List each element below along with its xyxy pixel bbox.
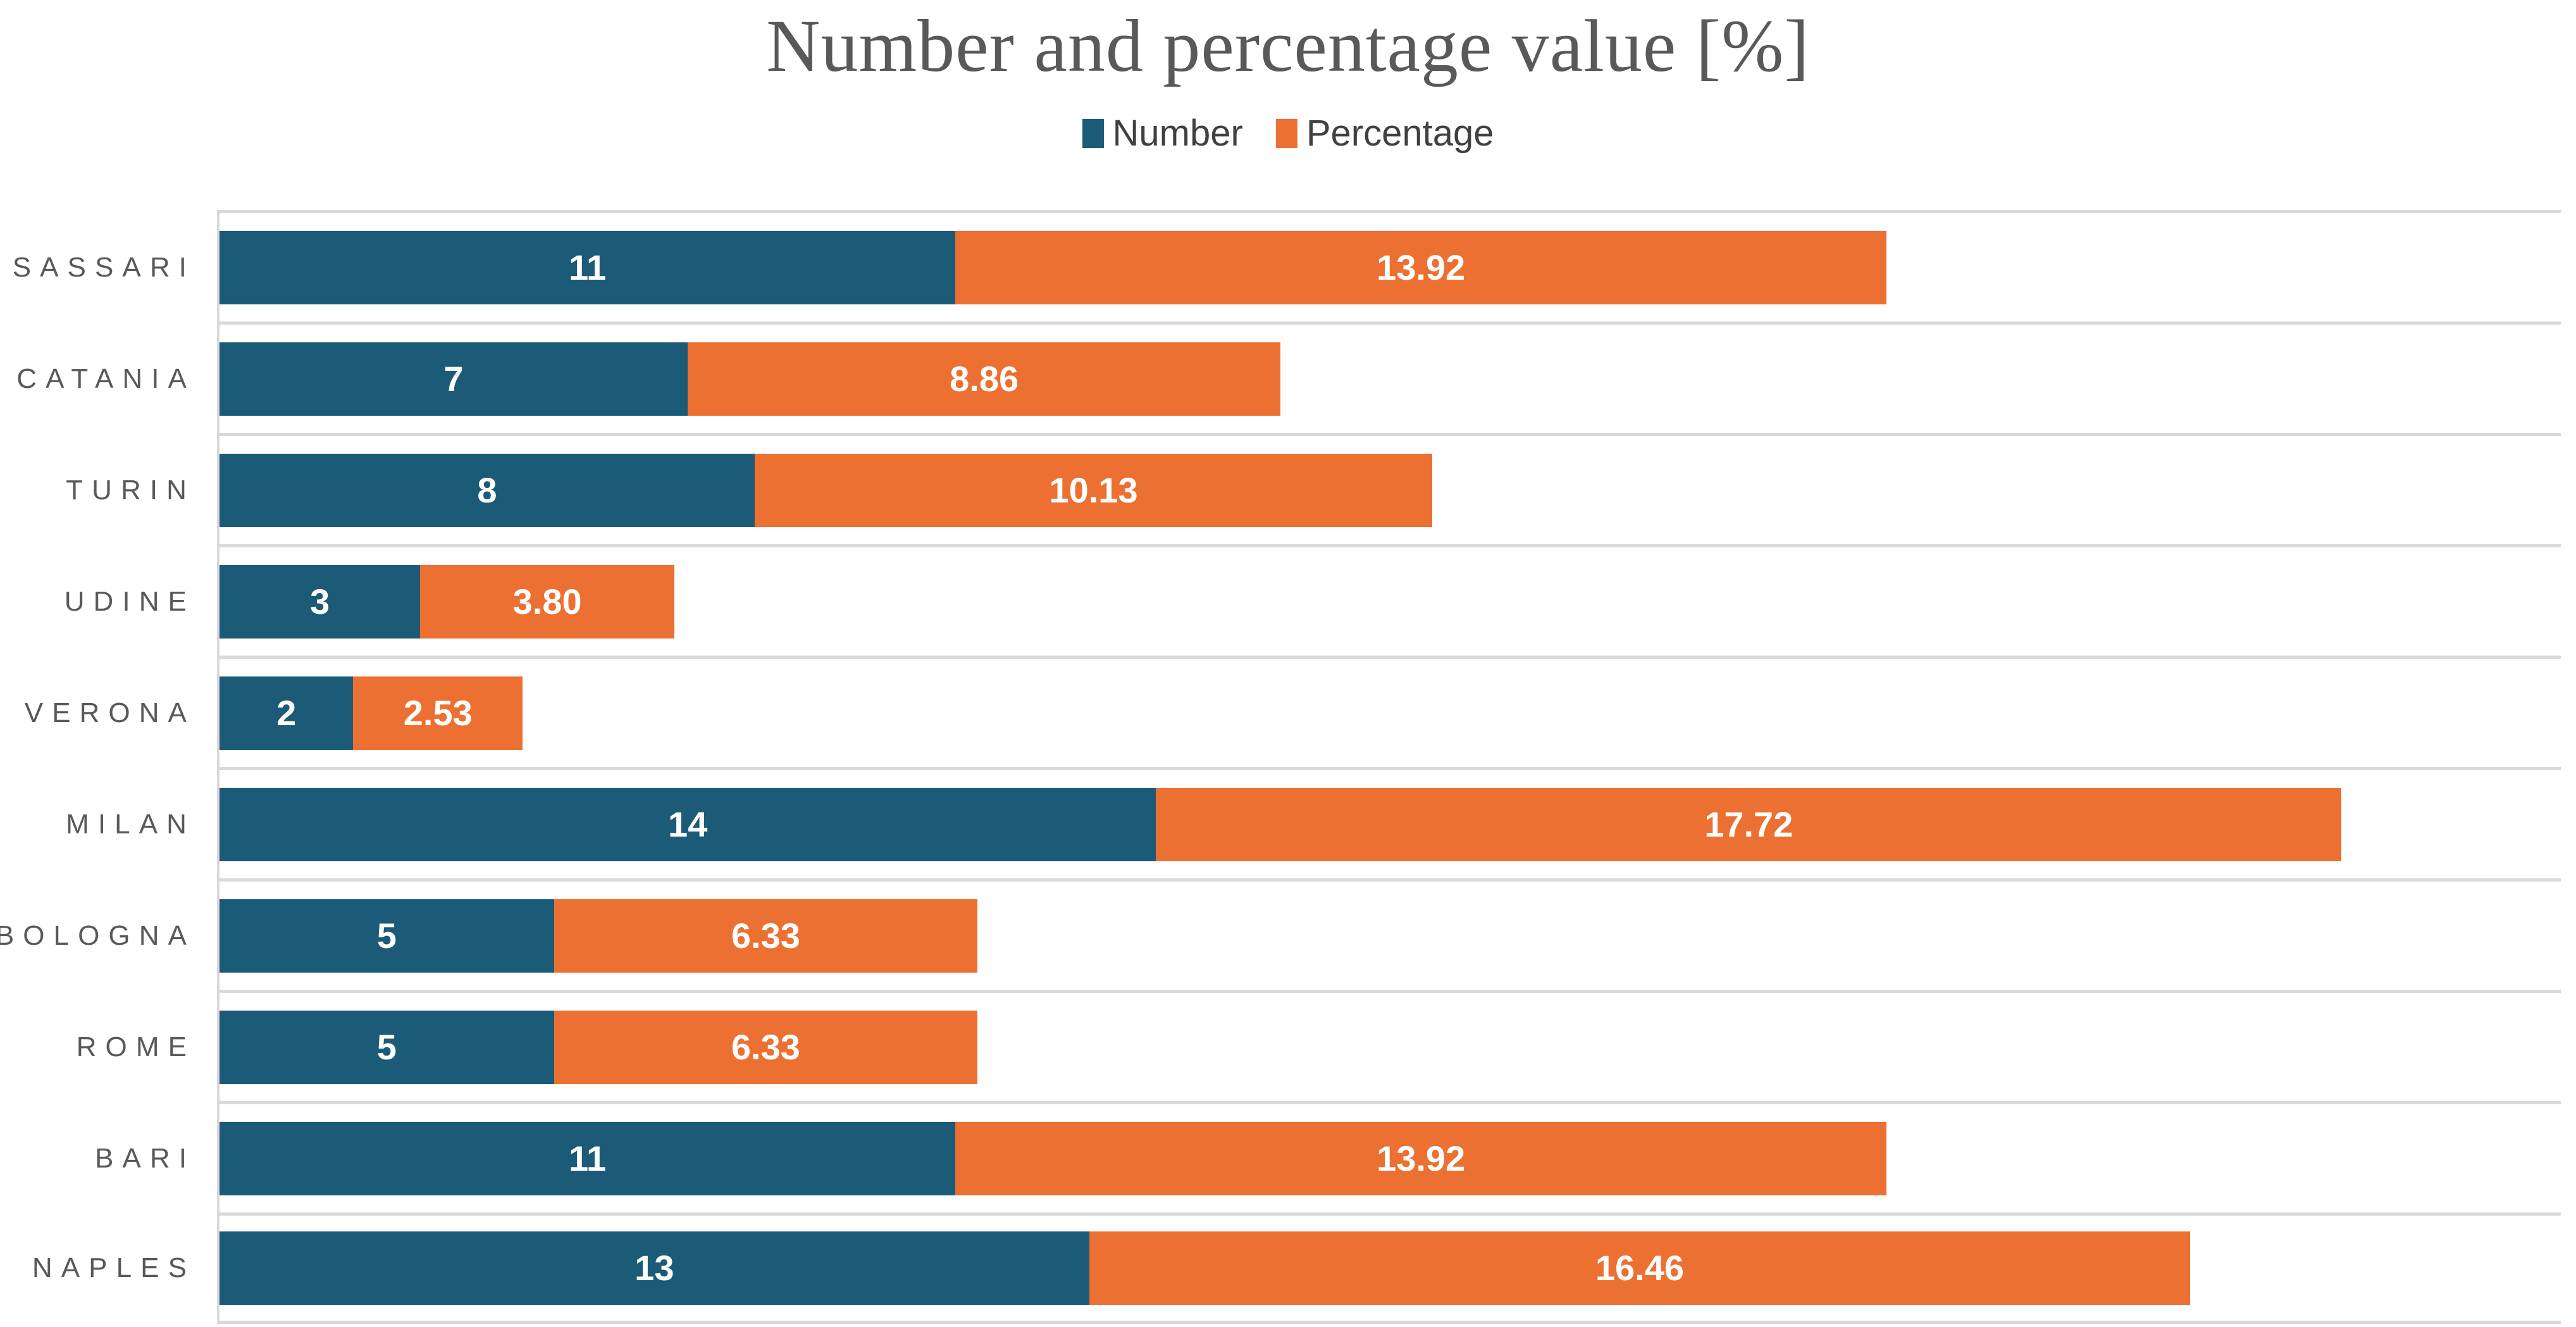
bar-row-milan: MILAN 14 17.72 [66,767,2561,878]
bar-segment-number: 7 [220,342,688,416]
legend-item-number: Number [1082,115,1243,152]
bar-value-label: 13.92 [1377,247,1466,287]
bar-segment-percentage: 13.92 [955,230,1887,304]
bar-value-label: 11 [568,1138,607,1178]
bar-value-label: 8 [477,470,497,510]
bar-segment-percentage: 10.13 [754,453,1433,527]
bar-value-label: 13 [635,1248,674,1288]
bar-segment-percentage: 17.72 [1156,787,2342,861]
category-label: VERONA [24,697,195,728]
bar-value-label: 8.86 [950,358,1019,399]
bar-value-label: 14 [668,804,708,844]
category-label: MILAN [66,808,195,840]
bar-value-label: 3.80 [512,581,582,621]
bar-value-label: 3 [310,581,330,621]
bar-value-label: 6.33 [731,1026,800,1067]
bar-row-turin: TURIN 8 10.13 [66,433,2561,544]
bar-value-label: 5 [376,1026,397,1067]
bar-row-udine: UDINE 3 3.80 [65,544,2561,656]
bar-segment-number: 13 [220,1231,1089,1305]
bar-row-bari: BARI 11 13.92 [95,1101,2561,1212]
legend-label: Number [1112,112,1243,154]
bar-segment-number: 8 [220,453,755,527]
category-label: BOLOGNA [0,919,195,951]
category-label: ROME [76,1031,195,1062]
bar-segment-percentage: 3.80 [420,564,675,639]
bar-segment-number: 2 [220,676,354,750]
bar-segment-percentage: 16.46 [1089,1231,2191,1305]
bar-row-bologna: BOLOGNA 5 6.33 [0,878,2561,990]
category-label: NAPLES [32,1252,195,1283]
bar-row-rome: ROME 5 6.33 [77,990,2561,1101]
bar-segment-number: 3 [220,564,421,639]
bar-segment-number: 11 [220,230,956,304]
category-label: SASSARI [12,251,195,283]
legend-label: Percentage [1306,112,1494,154]
chart-title: Number and percentage value [%] [766,4,1810,87]
bar-segment-percentage: 8.86 [688,342,1281,416]
category-label: BARI [94,1142,195,1174]
category-label: UDINE [64,585,195,617]
bar-segment-number: 14 [220,787,1156,861]
bar-segment-percentage: 6.33 [554,899,978,973]
legend-swatch-number [1082,118,1104,148]
bar-value-label: 6.33 [731,915,800,956]
bar-row-sassari: SASSARI 11 13.92 [13,210,2561,321]
bar-segment-percentage: 2.53 [353,676,523,750]
category-label: TURIN [66,474,195,506]
bar-value-label: 2 [276,692,297,733]
bar-value-label: 5 [376,915,397,956]
bar-value-label: 11 [568,247,607,287]
bar-value-label: 17.72 [1704,804,1793,844]
bar-segment-number: 5 [220,1010,554,1084]
bar-row-verona: VERONA 2 2.53 [25,656,2561,767]
bar-segment-percentage: 13.92 [955,1121,1887,1195]
bar-value-label: 13.92 [1377,1138,1466,1178]
bar-value-label: 10.13 [1049,470,1138,510]
bar-segment-number: 11 [220,1121,956,1195]
bar-segment-percentage: 6.33 [554,1010,978,1084]
plot-area: SASSARI 11 13.92 CATANIA 7 8.86 TURIN 8 10.13 UDI… [0,210,2561,1324]
legend: Number Percentage [0,115,2576,152]
bar-segment-number: 5 [220,899,554,973]
bar-value-label: 2.53 [403,692,473,733]
legend-swatch-percentage [1275,118,1297,148]
bar-row-catania: CATANIA 7 8.86 [16,321,2561,433]
bar-row-naples: NAPLES 13 16.46 [32,1212,2561,1324]
bar-value-label: 7 [443,358,464,399]
legend-item-percentage: Percentage [1275,112,1494,154]
bar-value-label: 16.46 [1595,1248,1684,1288]
category-label: CATANIA [16,363,195,394]
